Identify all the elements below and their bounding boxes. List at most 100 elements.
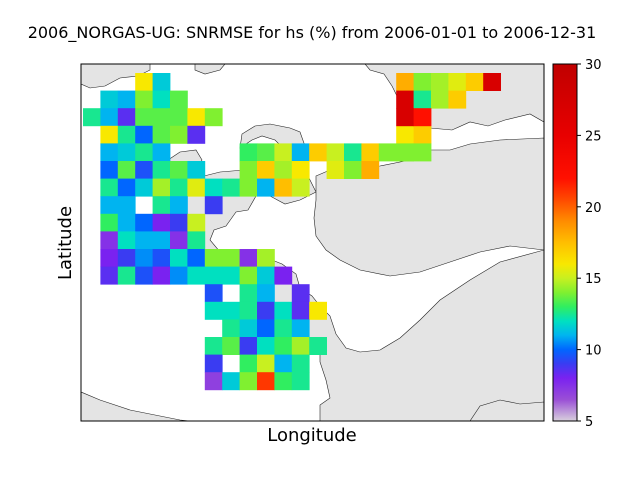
heatmap-cell: [204, 284, 223, 303]
heatmap-cell: [309, 143, 327, 162]
heatmap-cell: [396, 143, 414, 162]
heatmap-cell: [239, 178, 258, 197]
heatmap-cell: [239, 161, 258, 179]
heatmap-cell: [135, 178, 153, 197]
heatmap-cell: [396, 90, 414, 109]
heatmap-cell: [239, 337, 258, 355]
heatmap-cell: [83, 108, 101, 127]
heatmap-cell: [291, 319, 310, 338]
heatmap-cell: [117, 231, 136, 250]
heatmap-cell: [239, 301, 258, 320]
colorbar-ticks: 5 10 15 20 25 30: [577, 58, 602, 430]
heatmap-cell: [274, 143, 293, 162]
heatmap-cell: [274, 178, 293, 197]
heatmap-cell: [396, 73, 414, 91]
heatmap-cell: [187, 249, 206, 267]
heatmap-cell: [222, 266, 240, 285]
heatmap-cell: [204, 266, 223, 285]
heatmap-cell: [396, 125, 414, 144]
heatmap-cell: [396, 108, 414, 127]
heatmap-cell: [117, 108, 136, 127]
colorbar-tick-label: 25: [585, 129, 602, 144]
heatmap-cell: [170, 161, 188, 179]
heatmap-cell: [361, 161, 380, 179]
heatmap-cell: [204, 301, 223, 320]
heatmap-cell: [100, 266, 119, 285]
heatmap-cell: [378, 143, 397, 162]
heatmap-cell: [344, 161, 362, 179]
heatmap-cell: [135, 266, 153, 285]
heatmap-cell: [170, 231, 188, 250]
heatmap-cell: [257, 178, 275, 197]
heatmap-cell: [117, 161, 136, 179]
heatmap-cell: [187, 125, 206, 144]
heatmap-cell: [152, 108, 171, 127]
heatmap-cell: [152, 143, 171, 162]
heatmap-cell: [222, 178, 240, 197]
heatmap-cell: [413, 73, 432, 91]
heatmap-cell: [239, 143, 258, 162]
heatmap-cell: [257, 266, 275, 285]
heatmap-cell: [135, 143, 153, 162]
plot-area: [81, 64, 544, 421]
y-axis-label: Latitude: [55, 206, 76, 280]
colorbar-tick-label: 10: [585, 344, 602, 359]
heatmap-cell: [291, 337, 310, 355]
heatmap-cell: [152, 231, 171, 250]
heatmap-cell: [291, 372, 310, 391]
heatmap-cell: [222, 337, 240, 355]
land-africa-corner: [469, 399, 544, 421]
heatmap-cell: [135, 108, 153, 127]
heatmap-cell: [239, 266, 258, 285]
heatmap-cell: [117, 196, 136, 215]
heatmap-cell: [274, 301, 293, 320]
heatmap-cell: [100, 108, 119, 127]
heatmap-cell: [187, 161, 206, 179]
heatmap-cell: [187, 266, 206, 285]
heatmap-cell: [135, 161, 153, 179]
chart-title: 2006_NORGAS-UG: SNRMSE for hs (%) from 2…: [28, 23, 597, 43]
colorbar: 5 10 15 20 25 30: [552, 58, 602, 430]
heatmap-cell: [135, 249, 153, 267]
heatmap-cell: [309, 301, 327, 320]
heatmap-cell: [239, 249, 258, 267]
heatmap-cell: [152, 73, 171, 91]
heatmap-cell: [135, 90, 153, 109]
heatmap-cell: [187, 178, 206, 197]
heatmap-cell: [257, 372, 275, 391]
colorbar-tick-label: 30: [585, 58, 602, 73]
heatmap-cell: [170, 90, 188, 109]
heatmap-cell: [152, 125, 171, 144]
heatmap-cell: [152, 266, 171, 285]
heatmap-cell: [326, 143, 345, 162]
heatmap-cell: [170, 178, 188, 197]
heatmap-cell: [291, 284, 310, 303]
heatmap-cell: [187, 213, 206, 232]
heatmap-cell: [100, 249, 119, 267]
heatmap-cell: [257, 284, 275, 303]
heatmap-cell: [100, 213, 119, 232]
heatmap-cell: [291, 354, 310, 373]
heatmap-cell: [100, 161, 119, 179]
heatmap-cell: [257, 354, 275, 373]
heatmap-cell: [100, 143, 119, 162]
heatmap-cell: [170, 125, 188, 144]
colorbar-tick-label: 15: [585, 272, 602, 287]
heatmap-cell: [222, 249, 240, 267]
heatmap-cell: [222, 319, 240, 338]
heatmap-cell: [117, 143, 136, 162]
heatmap-cell: [135, 213, 153, 232]
heatmap-cell: [100, 90, 119, 109]
heatmap-cell: [204, 196, 223, 215]
heatmap-cell: [100, 178, 119, 197]
land-iceland-norway-top: [194, 64, 226, 75]
heatmap-cell: [117, 249, 136, 267]
heatmap-cell: [117, 266, 136, 285]
heatmap-cell: [117, 178, 136, 197]
heatmap-cell: [222, 372, 240, 391]
heatmap-cell: [465, 73, 484, 91]
heatmap-cell: [257, 337, 275, 355]
heatmap-cell: [326, 161, 345, 179]
heatmap-cell: [170, 249, 188, 267]
heatmap-cell: [291, 301, 310, 320]
